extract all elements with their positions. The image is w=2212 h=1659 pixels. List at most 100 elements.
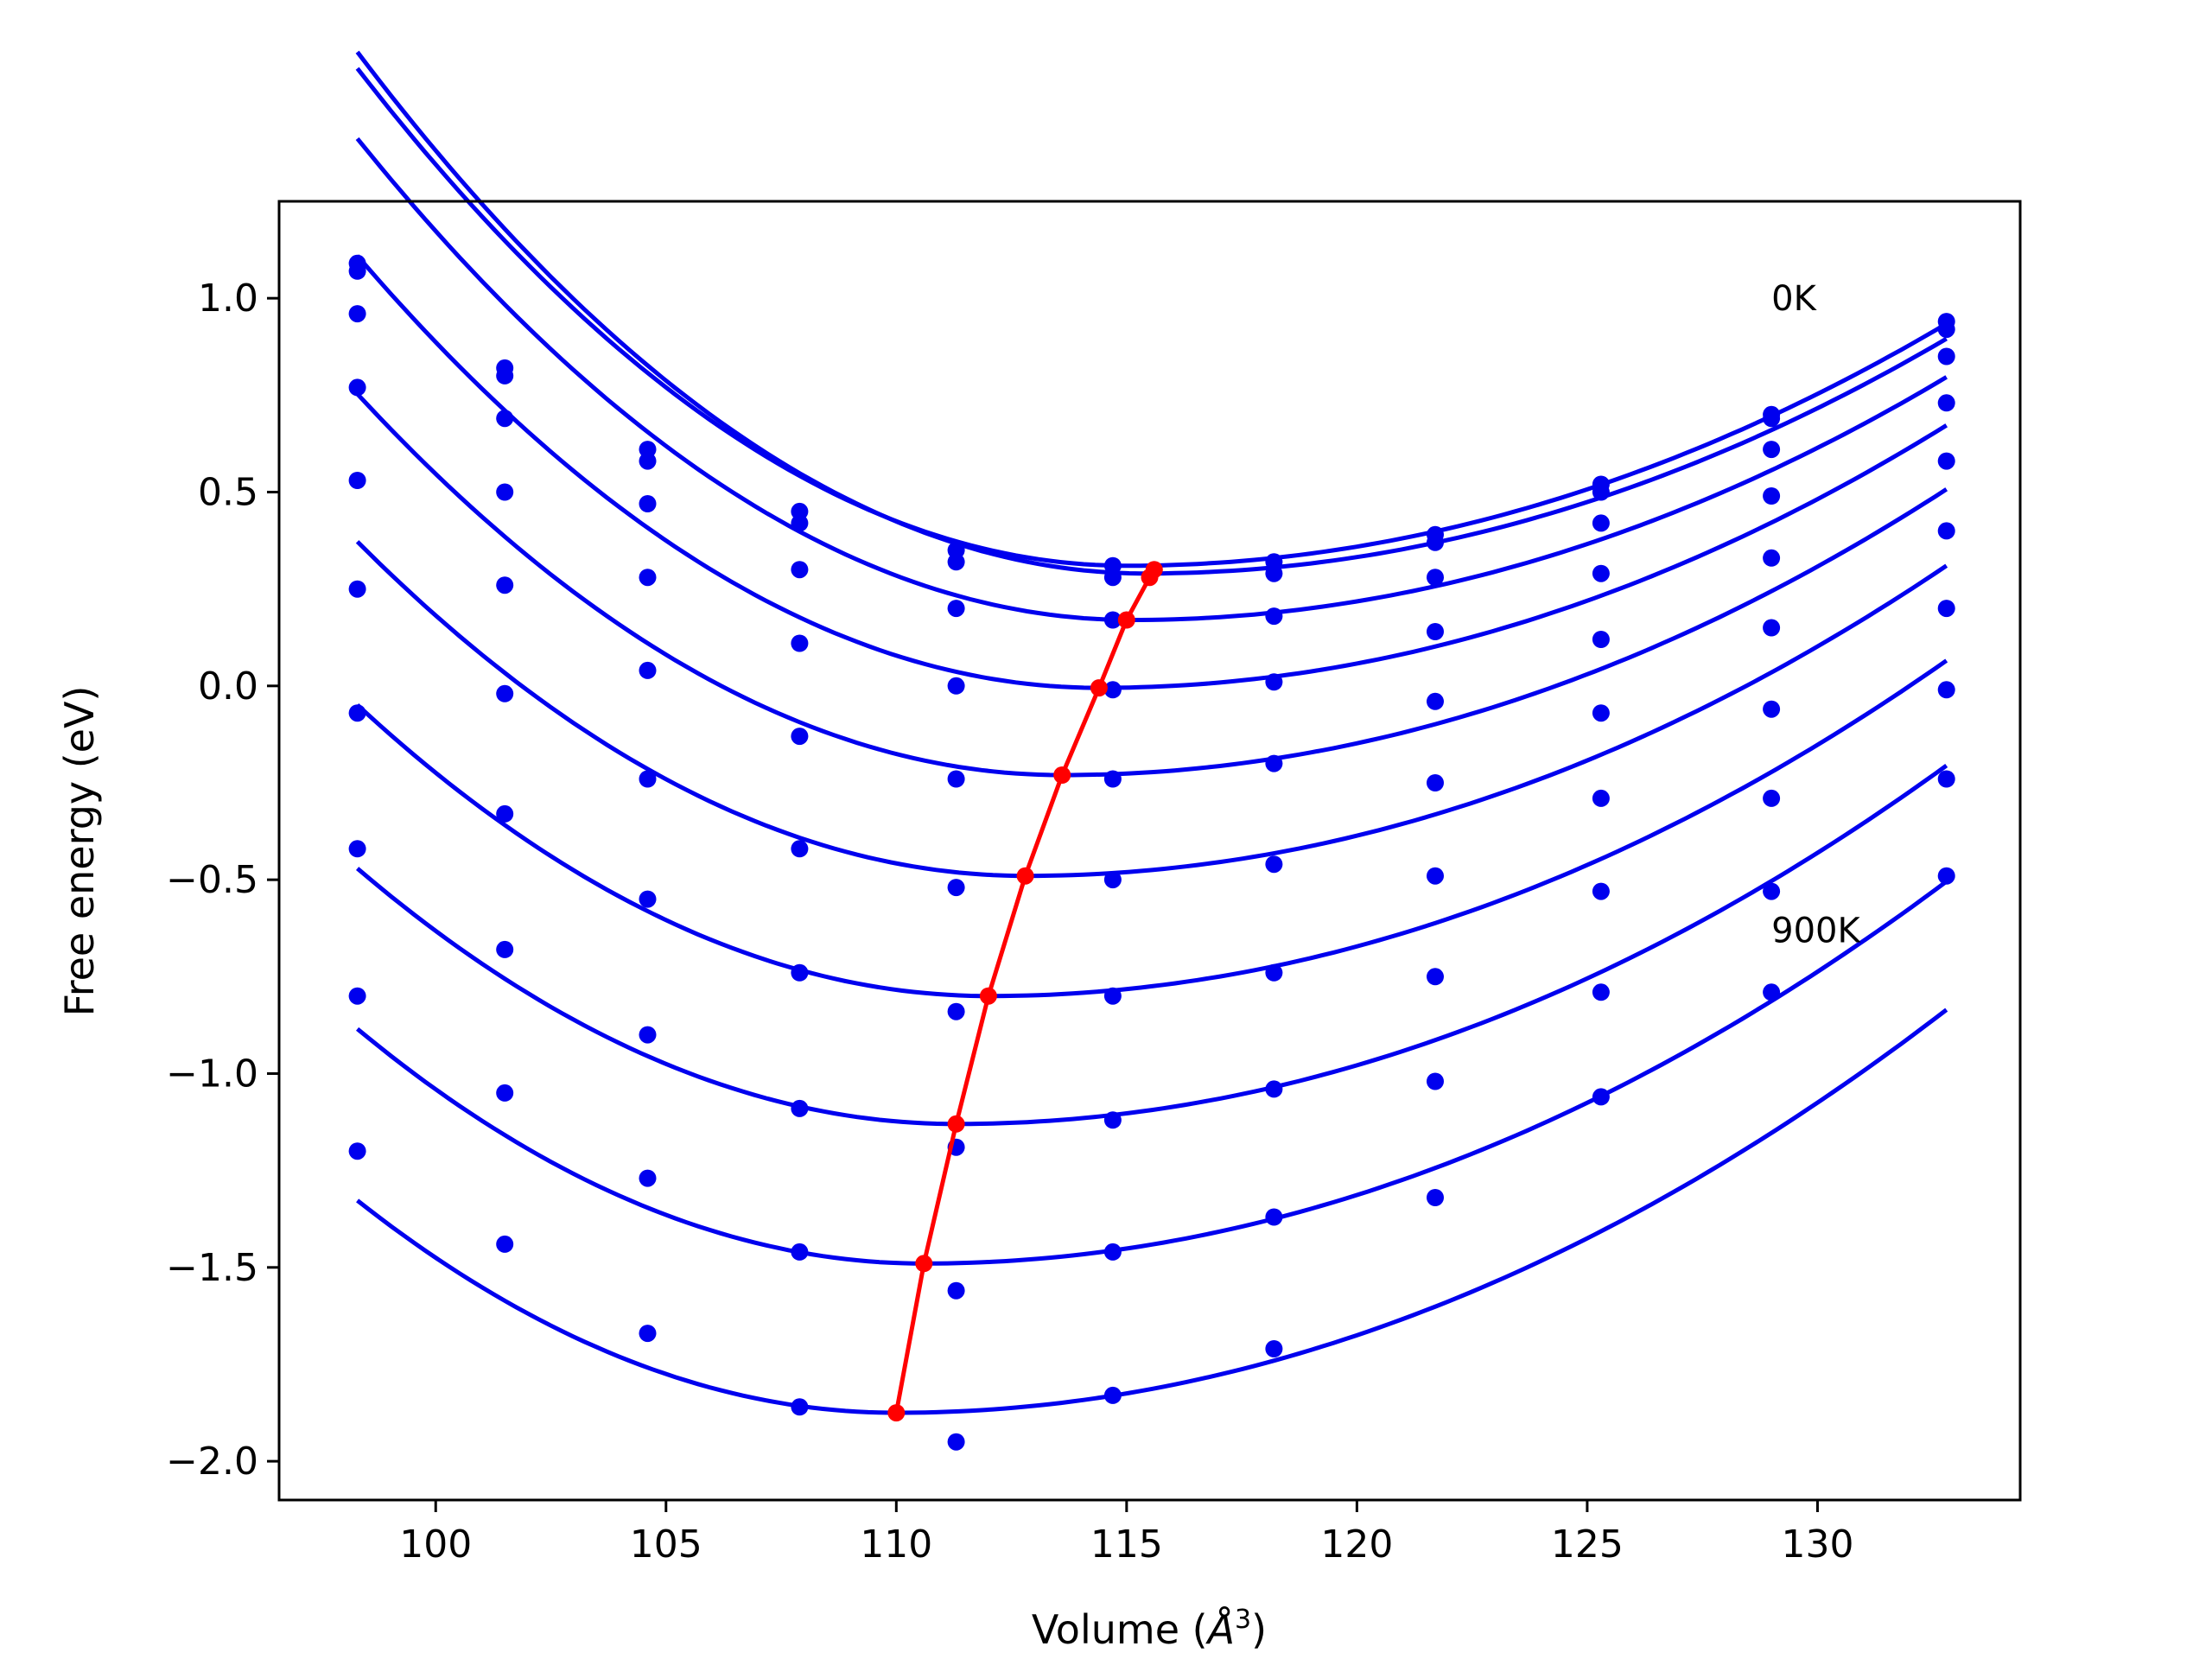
data-point-1-7 [1427, 533, 1444, 551]
data-point-8-10 [1937, 770, 1955, 788]
y-tick-label: −1.0 [166, 1052, 258, 1096]
x-tick-label: 120 [1320, 1522, 1393, 1567]
data-point-1-6 [1265, 564, 1283, 582]
data-point-8-2 [639, 1169, 657, 1187]
data-point-3-8 [1592, 564, 1610, 582]
y-axis-ticks: 1.0 0.5 0.0 −0.5 −1.0 −1.5 −2.0 [166, 276, 279, 1484]
data-point-2-1 [496, 410, 514, 428]
x-tick-label: 100 [399, 1522, 472, 1567]
data-point-7-10 [1937, 681, 1955, 699]
minimum-point-5 [1016, 867, 1034, 885]
data-point-6-4 [947, 1002, 965, 1020]
data-point-3-10 [1937, 394, 1955, 412]
fit-curve-9 [356, 1007, 1948, 1415]
fit-curve-2 [355, 137, 1948, 622]
data-point-7-1 [496, 940, 514, 958]
data-point-6-9 [1763, 700, 1781, 718]
plot-frame [277, 200, 2022, 1502]
data-point-9-8 [1592, 1088, 1610, 1106]
data-point-7-3 [791, 1099, 809, 1117]
data-point-4-5 [1103, 770, 1122, 788]
data-point-1-1 [496, 366, 514, 385]
data-point-5-0 [348, 580, 366, 598]
x-axis-title: Volume (Å3) [1032, 1605, 1267, 1653]
data-point-7-9 [1763, 789, 1781, 807]
data-point-4-4 [947, 770, 965, 788]
data-point-8-0 [348, 987, 366, 1005]
fit-curve-4 [355, 392, 1948, 778]
data-point-5-9 [1763, 619, 1781, 637]
data-point-3-7 [1427, 623, 1444, 640]
data-point-3-4 [947, 677, 965, 695]
data-point-2-10 [1937, 347, 1955, 365]
y-tick-label: 0.0 [198, 664, 258, 709]
data-point-9-4 [947, 1433, 965, 1451]
data-point-3-6 [1265, 673, 1283, 691]
data-point-3-2 [639, 569, 657, 587]
data-point-2-3 [791, 561, 809, 579]
data-points [348, 254, 1955, 1451]
data-point-3-5 [1103, 681, 1122, 699]
annotation-label: 900K [1771, 911, 1861, 950]
data-point-8-8 [1592, 983, 1610, 1001]
data-point-9-10 [1937, 867, 1955, 885]
data-point-9-1 [496, 1235, 514, 1253]
data-point-6-0 [348, 704, 366, 722]
data-point-2-7 [1427, 569, 1444, 587]
fit-curve-5 [355, 540, 1948, 879]
data-point-6-2 [639, 890, 657, 908]
data-point-5-2 [639, 770, 657, 788]
data-point-5-6 [1265, 855, 1283, 874]
data-point-8-1 [496, 1084, 514, 1102]
data-point-9-6 [1265, 1340, 1283, 1357]
data-point-4-3 [791, 728, 809, 746]
x-tick-label: 115 [1090, 1522, 1163, 1567]
data-point-8-7 [1427, 1072, 1444, 1090]
data-point-5-4 [947, 879, 965, 897]
minimum-point-2 [1117, 611, 1135, 629]
minimum-point-3 [1090, 679, 1108, 697]
minimum-point-1 [1141, 569, 1159, 587]
data-point-8-6 [1265, 1208, 1283, 1226]
minimum-path-line [893, 568, 1156, 1414]
data-point-6-1 [496, 804, 514, 823]
data-point-3-1 [496, 483, 514, 501]
data-point-5-8 [1592, 704, 1610, 722]
fit-curves [355, 50, 1948, 1415]
data-point-9-3 [791, 1398, 809, 1416]
data-point-2-0 [348, 305, 366, 323]
data-point-8-3 [791, 1243, 809, 1261]
data-point-4-2 [639, 661, 657, 679]
minimum-point-6 [979, 987, 997, 1005]
data-point-4-8 [1592, 631, 1610, 648]
data-point-1-4 [947, 553, 965, 571]
fit-curve-7 [355, 763, 1948, 1127]
data-point-1-8 [1592, 483, 1610, 501]
data-point-9-0 [348, 1142, 366, 1160]
data-point-8-4 [947, 1281, 965, 1300]
data-point-6-10 [1937, 600, 1955, 618]
data-point-1-3 [791, 514, 809, 532]
data-point-5-7 [1427, 774, 1444, 791]
data-point-9-5 [1103, 1386, 1122, 1404]
x-tick-label: 130 [1781, 1522, 1853, 1567]
x-tick-label: 125 [1551, 1522, 1624, 1567]
x-axis-ticks: 100 105 110 115 120 125 130 [399, 1500, 1853, 1567]
data-point-7-2 [639, 1026, 657, 1044]
y-tick-label: −2.0 [166, 1440, 258, 1484]
data-point-2-4 [947, 600, 965, 618]
data-point-7-6 [1265, 1080, 1283, 1098]
data-point-2-2 [639, 495, 657, 512]
data-point-1-9 [1763, 410, 1781, 428]
minimum-point-8 [915, 1255, 933, 1273]
data-point-1-10 [1937, 321, 1955, 339]
data-point-9-2 [639, 1325, 657, 1343]
y-axis-title: Free energy (eV) [56, 686, 103, 1017]
minimum-point-4 [1053, 766, 1071, 784]
y-tick-label: −1.5 [166, 1246, 258, 1290]
data-point-6-3 [791, 963, 809, 982]
data-point-6-7 [1427, 867, 1444, 885]
